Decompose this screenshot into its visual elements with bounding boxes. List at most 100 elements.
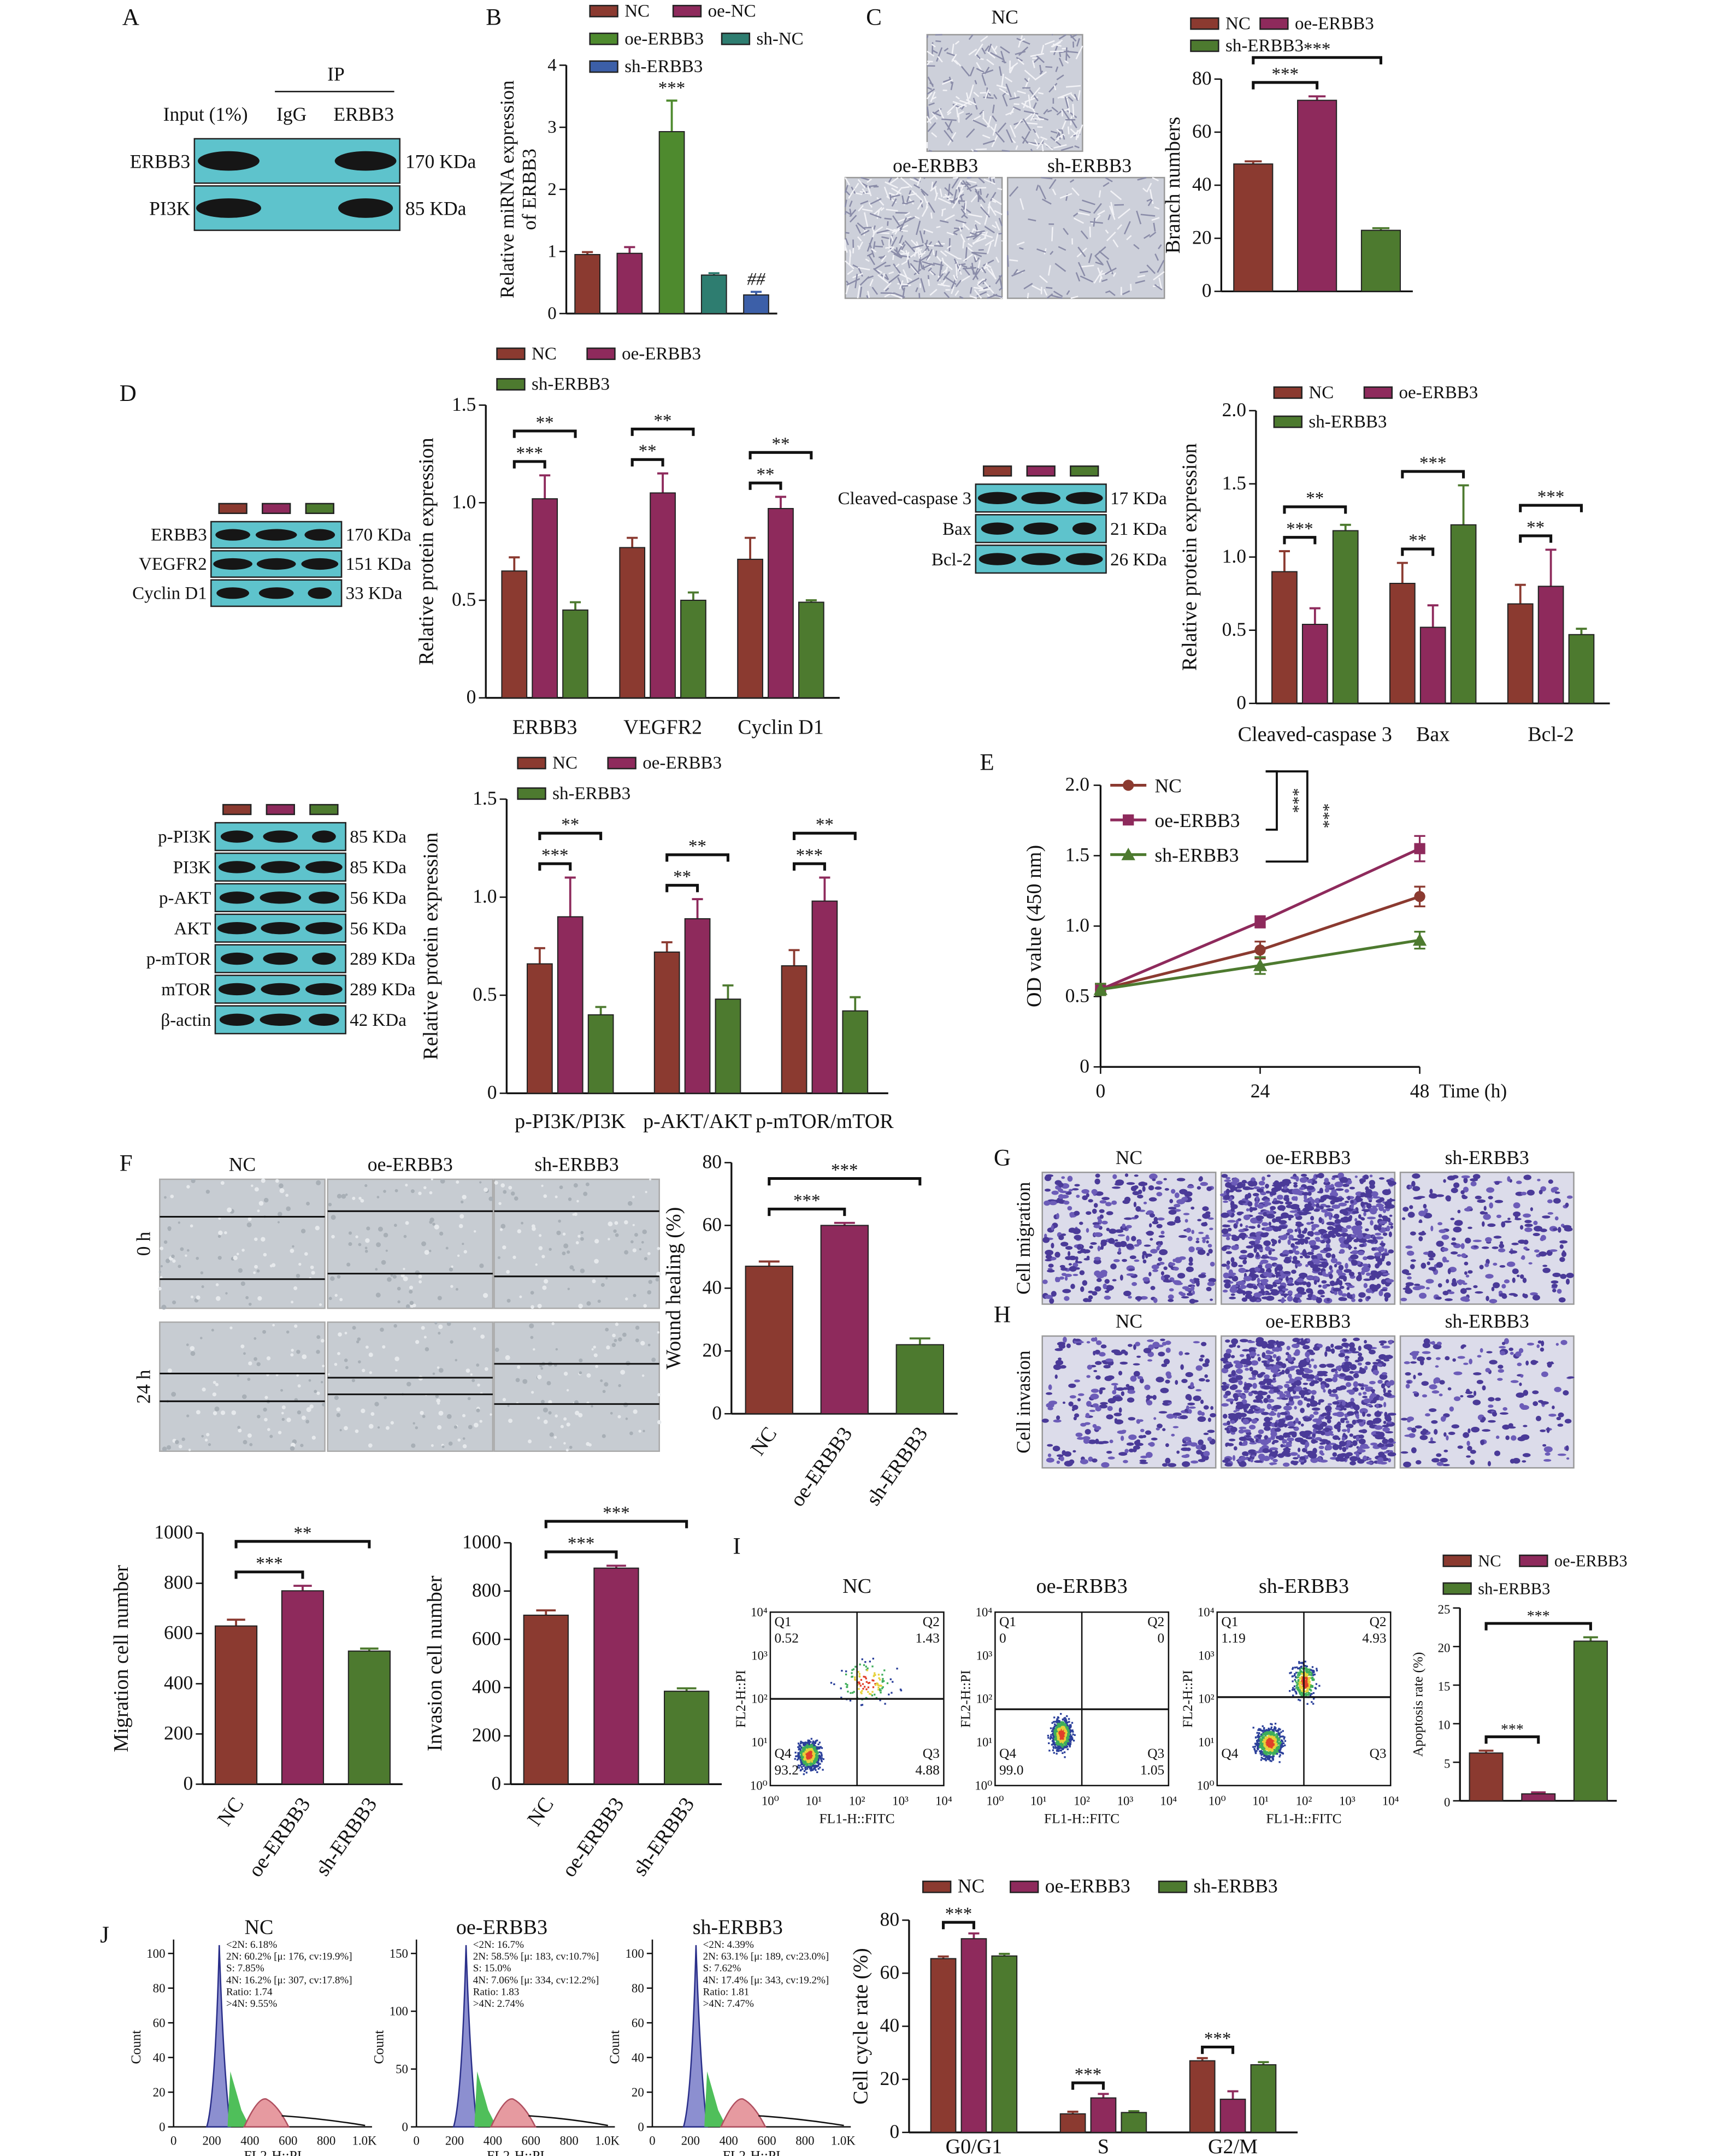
cell-texture xyxy=(635,1325,640,1330)
cell-texture xyxy=(906,190,912,203)
cell-texture xyxy=(876,229,891,234)
cell-texture xyxy=(1093,203,1102,214)
stained-cell xyxy=(1272,1378,1276,1380)
bar xyxy=(653,951,680,1094)
stained-cell xyxy=(1225,1339,1230,1343)
stained-cell xyxy=(1371,1191,1378,1197)
cell-texture xyxy=(889,177,899,184)
cell-texture xyxy=(648,1280,653,1284)
molecular-weight-label: 170 KDa xyxy=(405,150,476,172)
cell-texture xyxy=(231,1410,237,1415)
stained-cell xyxy=(1360,1387,1365,1390)
bar xyxy=(532,498,558,699)
cell-texture xyxy=(314,1390,317,1393)
stained-cell xyxy=(1086,1255,1090,1260)
stained-cell xyxy=(1380,1289,1388,1292)
stained-cell xyxy=(1324,1405,1332,1411)
cell-texture xyxy=(1034,71,1047,81)
stained-cell xyxy=(1363,1446,1370,1449)
cell-texture xyxy=(1074,217,1085,224)
cell-texture xyxy=(901,195,905,203)
cell-texture xyxy=(951,43,954,55)
stained-cell xyxy=(1343,1269,1352,1273)
stained-cell xyxy=(1566,1195,1573,1199)
stained-cell xyxy=(1357,1233,1364,1239)
cell-texture xyxy=(345,1366,349,1369)
cell-texture xyxy=(377,1426,380,1429)
stained-cell xyxy=(1126,1243,1134,1249)
stained-cell xyxy=(1225,1188,1230,1195)
stained-cell xyxy=(1434,1429,1438,1435)
stained-cell xyxy=(1312,1179,1316,1183)
cell-texture xyxy=(246,1222,252,1227)
stained-cell xyxy=(1317,1457,1322,1461)
stained-cell xyxy=(1153,1216,1158,1223)
cell-texture xyxy=(927,106,930,119)
stained-cell xyxy=(1240,1223,1243,1227)
cell-texture xyxy=(1032,108,1041,121)
stained-cell xyxy=(1165,1457,1171,1464)
cell-texture xyxy=(529,1323,534,1328)
cell-texture xyxy=(1062,108,1070,121)
cell-texture xyxy=(639,1248,642,1251)
bar xyxy=(1219,2099,1246,2133)
wound-image xyxy=(493,1178,661,1309)
cell-texture xyxy=(1088,253,1093,263)
cell-texture xyxy=(1023,282,1033,290)
cell-texture xyxy=(864,212,869,227)
protein-band xyxy=(216,587,249,599)
stained-cell xyxy=(1204,1374,1208,1378)
stained-cell xyxy=(1278,1220,1287,1225)
stained-cell xyxy=(1284,1195,1289,1198)
cell-texture xyxy=(1117,224,1122,230)
stained-cell xyxy=(1195,1365,1203,1371)
wound-image xyxy=(327,1178,494,1309)
stained-cell xyxy=(1281,1397,1289,1400)
x-category-label: VEGFR2 xyxy=(623,716,702,739)
cell-texture xyxy=(579,1371,582,1375)
cell-texture xyxy=(583,1191,588,1196)
cell-texture xyxy=(977,57,984,60)
cell-texture xyxy=(449,1267,453,1272)
stained-cell xyxy=(1493,1282,1500,1289)
stained-cell xyxy=(1402,1207,1409,1212)
stained-cell xyxy=(1095,1406,1101,1411)
stained-cell xyxy=(1517,1437,1526,1442)
bar xyxy=(991,1955,1018,2133)
stained-cell xyxy=(1252,1440,1255,1443)
stained-cell xyxy=(1349,1371,1354,1374)
stained-cell xyxy=(1166,1221,1176,1226)
cell-texture xyxy=(895,293,905,298)
cell-texture xyxy=(1061,118,1068,131)
stained-cell xyxy=(1375,1359,1381,1362)
stained-cell xyxy=(1226,1260,1230,1265)
x-category-label: sh-ERBB3 xyxy=(862,1423,932,1510)
cell-texture xyxy=(434,1224,439,1230)
cell-texture xyxy=(227,1207,232,1213)
cell-texture xyxy=(514,1196,518,1201)
stained-cell xyxy=(1265,1350,1271,1354)
stained-cell xyxy=(1138,1435,1145,1439)
cell-texture xyxy=(218,1217,221,1220)
bar xyxy=(526,963,553,1094)
legend-label: NC xyxy=(552,753,577,773)
stained-cell xyxy=(1400,1451,1408,1454)
cell-texture xyxy=(602,1434,606,1438)
cell-texture xyxy=(848,200,853,207)
cell-texture xyxy=(968,34,974,40)
stained-cell xyxy=(1118,1407,1122,1413)
cell-texture xyxy=(917,200,924,210)
stained-cell xyxy=(1230,1426,1237,1433)
stained-cell xyxy=(1312,1433,1316,1438)
stained-cell xyxy=(1056,1213,1059,1219)
stained-cell xyxy=(1168,1294,1174,1299)
stained-cell xyxy=(1371,1273,1375,1277)
y-tick-label: 1.5 xyxy=(1222,472,1246,494)
stained-cell xyxy=(1443,1432,1447,1437)
cell-texture xyxy=(911,190,923,202)
stained-cell xyxy=(1111,1186,1121,1189)
cell-texture xyxy=(931,43,936,48)
cell-texture xyxy=(311,1436,316,1440)
x-category-label: G0/G1 xyxy=(946,2135,1003,2156)
stained-cell xyxy=(1300,1423,1304,1427)
